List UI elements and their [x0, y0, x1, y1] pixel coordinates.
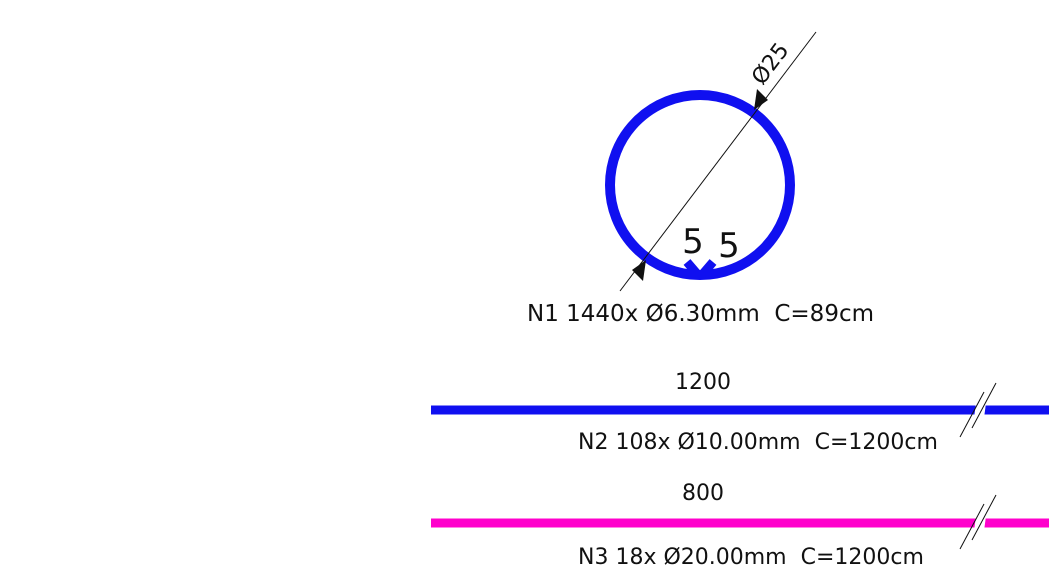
bar-n2-break-line-1	[959, 391, 985, 438]
bar-n3-length-label: 800	[682, 481, 724, 506]
stirrup-n1: Ø25 5 5 N1 1440x Ø6.30mm C=89cm	[527, 31, 874, 327]
bar-n2-break-line-2	[971, 382, 997, 429]
bar-n3-break-line-2	[971, 494, 997, 541]
stirrup-spec-label: N1 1440x Ø6.30mm C=89cm	[527, 301, 874, 327]
bar-n3-spec-label: N3 18x Ø20.00mm C=1200cm	[578, 545, 924, 570]
stirrup-hook-right	[697, 259, 717, 279]
diameter-arrow-top	[754, 89, 768, 110]
diameter-label: Ø25	[747, 38, 794, 89]
hook-left-label: 5	[682, 222, 704, 262]
bar-n3-break-gap	[974, 516, 986, 531]
diameter-arrow-bottom	[632, 260, 646, 281]
diameter-dimension-line	[619, 31, 817, 292]
bar-n3: 800 N3 18x Ø20.00mm C=1200cm	[431, 481, 1049, 570]
hook-right-label: 5	[718, 226, 740, 266]
bar-n2-spec-label: N2 108x Ø10.00mm C=1200cm	[578, 430, 938, 455]
bar-n3-break-line-1	[959, 503, 985, 550]
stirrup-hook-left	[683, 259, 703, 279]
bar-n2-length-label: 1200	[675, 370, 731, 395]
bar-n2: 1200 N2 108x Ø10.00mm C=1200cm	[431, 370, 1049, 455]
